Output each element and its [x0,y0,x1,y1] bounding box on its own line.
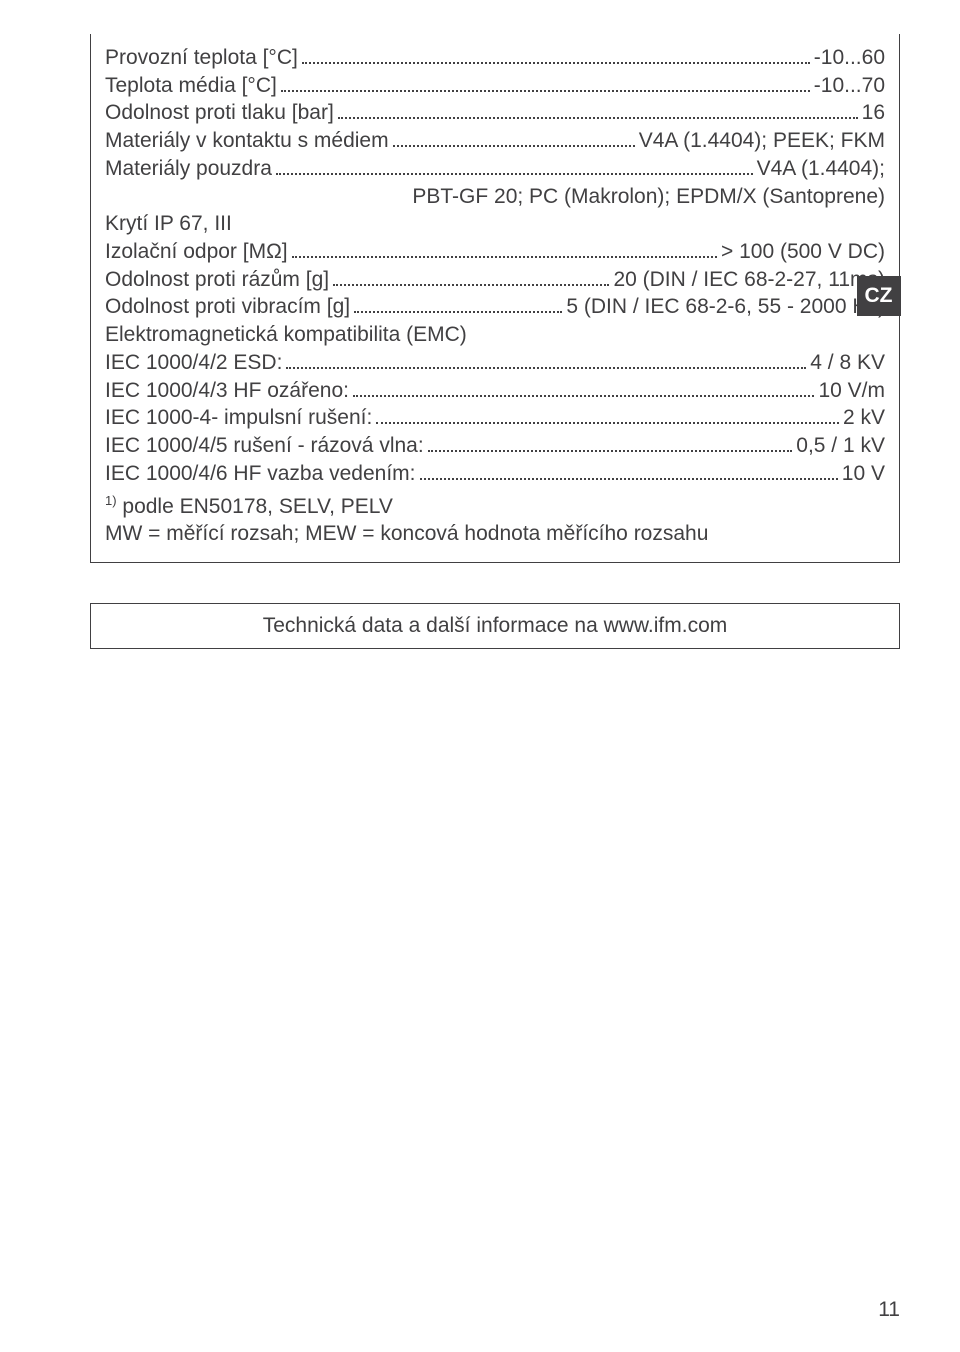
leader-dots [376,412,839,425]
emc-row: IEC 1000/4/5 rušení - rázová vlna: 0,5 /… [105,432,885,460]
spec-row: Materiály pouzdra V4A (1.4404); [105,155,885,183]
spec-label: Odolnost proti vibracím [g] [105,293,350,321]
spec-value: 20 (DIN / IEC 68-2-27, 11ms) [613,266,885,294]
spec-value: V4A (1.4404); [757,155,885,183]
emc-value: 4 / 8 KV [810,349,885,377]
emc-row: IEC 1000/4/2 ESD: 4 / 8 KV [105,349,885,377]
leader-dots [393,135,635,148]
spec-value: > 100 (500 V DC) [721,238,885,266]
emc-label: IEC 1000/4/3 HF ozářeno: [105,377,349,405]
emc-row: IEC 1000-4- impulsní rušení: 2 kV [105,404,885,432]
spec-row: Provozní teplota [°C] -10...60 [105,44,885,72]
page-number: 11 [878,1298,900,1322]
leader-dots [286,356,806,369]
spec-value: -10...60 [814,44,885,72]
leader-dots [292,245,717,258]
leader-dots [353,384,814,397]
page: Provozní teplota [°C] -10...60 Teplota m… [0,0,960,1352]
footnote-line-2: MW = měřící rozsah; MEW = koncová hodnot… [105,520,885,548]
spec-row: Izolační odpor [MΩ] > 100 (500 V DC) [105,238,885,266]
spec-label: Teplota média [°C] [105,72,277,100]
emc-value: 2 kV [843,404,885,432]
spec-value: 5 (DIN / IEC 68-2-6, 55 - 2000 Hz) [566,293,885,321]
language-tab: CZ [857,276,901,316]
language-tab-label: CZ [865,284,893,308]
footnote-text: podle EN50178, SELV, PELV [117,495,393,518]
leader-dots [420,467,838,480]
emc-row: IEC 1000/4/3 HF ozářeno: 10 V/m [105,377,885,405]
emc-label: IEC 1000/4/6 HF vazba vedením: [105,460,416,488]
emc-label: IEC 1000/4/5 rušení - rázová vlna: [105,432,424,460]
leader-dots [276,162,753,175]
spec-row: Materiály v kontaktu s médiem V4A (1.440… [105,127,885,155]
emc-label: IEC 1000/4/2 ESD: [105,349,282,377]
emc-value: 10 V/m [818,377,885,405]
footnote-marker: 1) [105,493,117,508]
materials-continuation: PBT-GF 20; PC (Makrolon); EPDM/X (Santop… [105,183,885,211]
spec-row: Odolnost proti vibracím [g] 5 (DIN / IEC… [105,293,885,321]
emc-label: IEC 1000-4- impulsní rušení: [105,404,372,432]
specifications-box: Provozní teplota [°C] -10...60 Teplota m… [90,34,900,563]
leader-dots [281,79,810,92]
spec-label: Odolnost proti tlaku [bar] [105,99,334,127]
spec-row: Odolnost proti tlaku [bar] 16 [105,99,885,127]
leader-dots [333,273,609,286]
emc-value: 0,5 / 1 kV [796,432,885,460]
spec-value: 16 [862,99,885,127]
footnote-line-1: 1) podle EN50178, SELV, PELV [105,492,885,521]
spec-row: Teplota média [°C] -10...70 [105,72,885,100]
emc-header: Elektromagnetická kompatibilita (EMC) [105,321,885,349]
emc-value: 10 V [842,460,885,488]
protection-rating: Krytí IP 67, III [105,210,885,238]
leader-dots [302,51,810,64]
leader-dots [428,439,793,452]
spec-label: Odolnost proti rázům [g] [105,266,329,294]
leader-dots [338,107,858,120]
leader-dots [354,301,562,314]
info-text: Technická data a další informace na www.… [263,614,728,637]
info-box: Technická data a další informace na www.… [90,603,900,649]
spec-row: Odolnost proti rázům [g] 20 (DIN / IEC 6… [105,266,885,294]
emc-row: IEC 1000/4/6 HF vazba vedením: 10 V [105,460,885,488]
spec-label: Materiály v kontaktu s médiem [105,127,389,155]
spec-label: Materiály pouzdra [105,155,272,183]
spec-label: Provozní teplota [°C] [105,44,298,72]
spec-label: Izolační odpor [MΩ] [105,238,288,266]
spec-value: V4A (1.4404); PEEK; FKM [639,127,885,155]
spec-value: -10...70 [814,72,885,100]
